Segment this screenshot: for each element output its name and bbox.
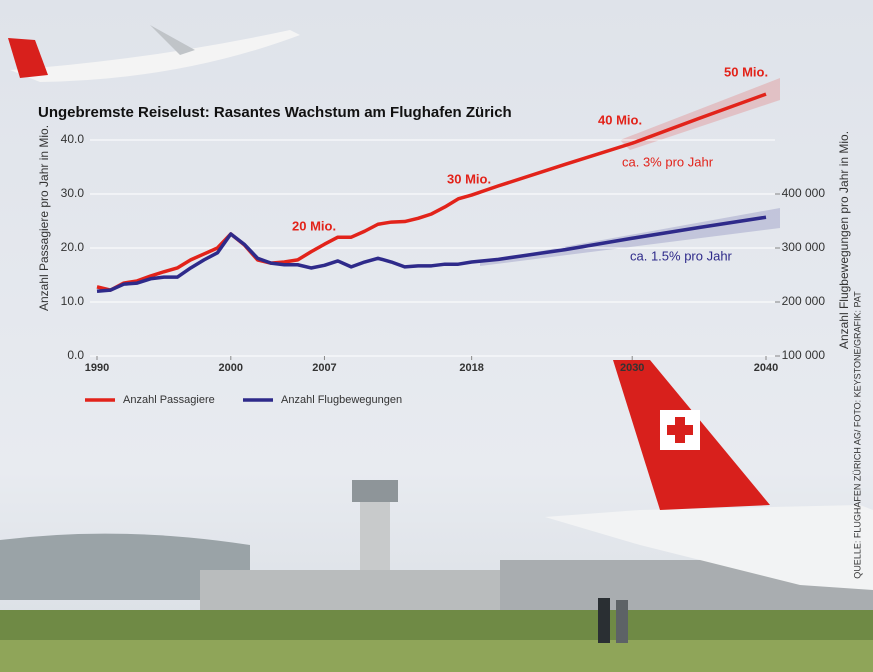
annotation: ca. 3% pro Jahr bbox=[622, 154, 714, 169]
x-tick-label: 2030 bbox=[620, 362, 644, 374]
y-tick-label: 10.0 bbox=[61, 294, 85, 308]
source-note: QUELLE: FLUGHAFEN ZÜRICH AG/ FOTO: KEYST… bbox=[852, 291, 862, 579]
x-tick-label: 2007 bbox=[312, 362, 336, 374]
y2-tick-label: 100 000 bbox=[782, 348, 826, 362]
y-tick-label: 30.0 bbox=[61, 186, 85, 200]
y-tick-label: 20.0 bbox=[61, 240, 85, 254]
annotation: 50 Mio. bbox=[724, 64, 768, 79]
y-tick-label: 40.0 bbox=[61, 132, 85, 146]
legend-label: Anzahl Passagiere bbox=[123, 394, 215, 406]
y-axis-label: Anzahl Passagiere pro Jahr in Mio. bbox=[37, 125, 51, 311]
x-tick-label: 2040 bbox=[754, 362, 778, 374]
series-line bbox=[96, 92, 767, 292]
x-tick-label: 2018 bbox=[459, 362, 483, 374]
x-tick-label: 2000 bbox=[219, 362, 243, 374]
y2-tick-label: 200 000 bbox=[782, 294, 826, 308]
legend-label: Anzahl Flugbewegungen bbox=[281, 394, 402, 406]
annotation: 20 Mio. bbox=[292, 218, 336, 233]
annotation: 40 Mio. bbox=[598, 112, 642, 127]
y-tick-label: 0.0 bbox=[67, 348, 84, 362]
x-tick-label: 1990 bbox=[85, 362, 109, 374]
chart-title: Ungebremste Reiselust: Rasantes Wachstum… bbox=[38, 104, 512, 121]
y2-tick-label: 400 000 bbox=[782, 186, 826, 200]
annotation: ca. 1.5% pro Jahr bbox=[630, 248, 733, 263]
series-line bbox=[96, 215, 767, 293]
y2-tick-label: 300 000 bbox=[782, 240, 826, 254]
y2-axis-label: Anzahl Flugbewegungen pro Jahr in Mio. bbox=[837, 131, 851, 349]
annotation: 30 Mio. bbox=[447, 171, 491, 186]
